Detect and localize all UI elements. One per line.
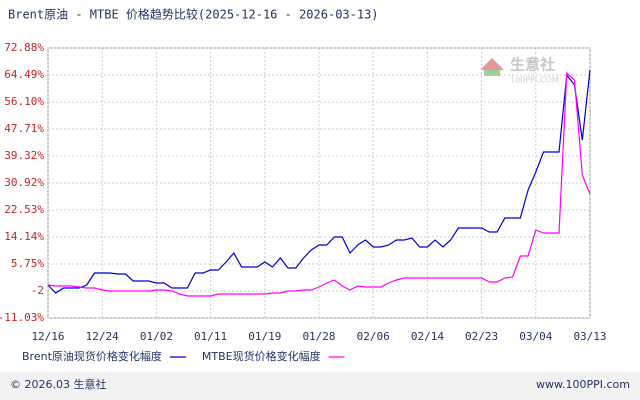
x-tick-label: 01/11: [194, 330, 227, 343]
watermark-icon: [484, 70, 500, 76]
x-tick-label: 03/13: [573, 330, 606, 343]
watermark: 生意社 100PPI.COM: [480, 56, 559, 85]
chart-title: Brent原油 - MTBE 价格趋势比较(2025-12-16 - 2026-…: [8, 7, 379, 22]
x-tick-label: 02/06: [357, 330, 390, 343]
watermark-icon: [480, 58, 504, 70]
y-tick-label: 14.14%: [4, 230, 44, 243]
y-tick-label: 5.75%: [11, 257, 44, 270]
y-tick-label: 22.53%: [4, 203, 44, 216]
y-tick-label: 72.88%: [4, 41, 44, 54]
y-tick-label: 39.32%: [4, 149, 44, 162]
legend-label: MTBE现货价格变化幅度: [202, 349, 321, 363]
y-tick-label: 47.71%: [4, 122, 44, 135]
x-tick-label: 12/24: [86, 330, 119, 343]
x-tick-label: 02/23: [465, 330, 498, 343]
x-tick-label: 01/19: [248, 330, 281, 343]
y-tick-label: -11.03%: [0, 311, 44, 324]
x-tick-label: 01/28: [302, 330, 335, 343]
watermark-text: 生意社: [510, 56, 555, 74]
x-tick-label: 03/04: [519, 330, 552, 343]
legend-label: Brent原油现货价格变化幅度: [22, 349, 162, 363]
y-tick-label: 56.10%: [4, 95, 44, 108]
footer-left: © 2026.03 生意社: [10, 377, 106, 391]
x-tick-label: 02/14: [411, 330, 444, 343]
footer-right: www.100PPI.com: [536, 378, 630, 391]
y-tick-label: 64.49%: [4, 68, 44, 81]
y-tick-label: -2: [31, 284, 44, 297]
footer-band: [0, 372, 640, 400]
y-tick-label: 30.92%: [4, 176, 44, 189]
watermark-sub: 100PPI.COM: [510, 76, 559, 85]
x-tick-label: 12/16: [31, 330, 64, 343]
series-line: [47, 69, 591, 294]
x-tick-label: 01/02: [140, 330, 173, 343]
series-line: [47, 71, 591, 297]
